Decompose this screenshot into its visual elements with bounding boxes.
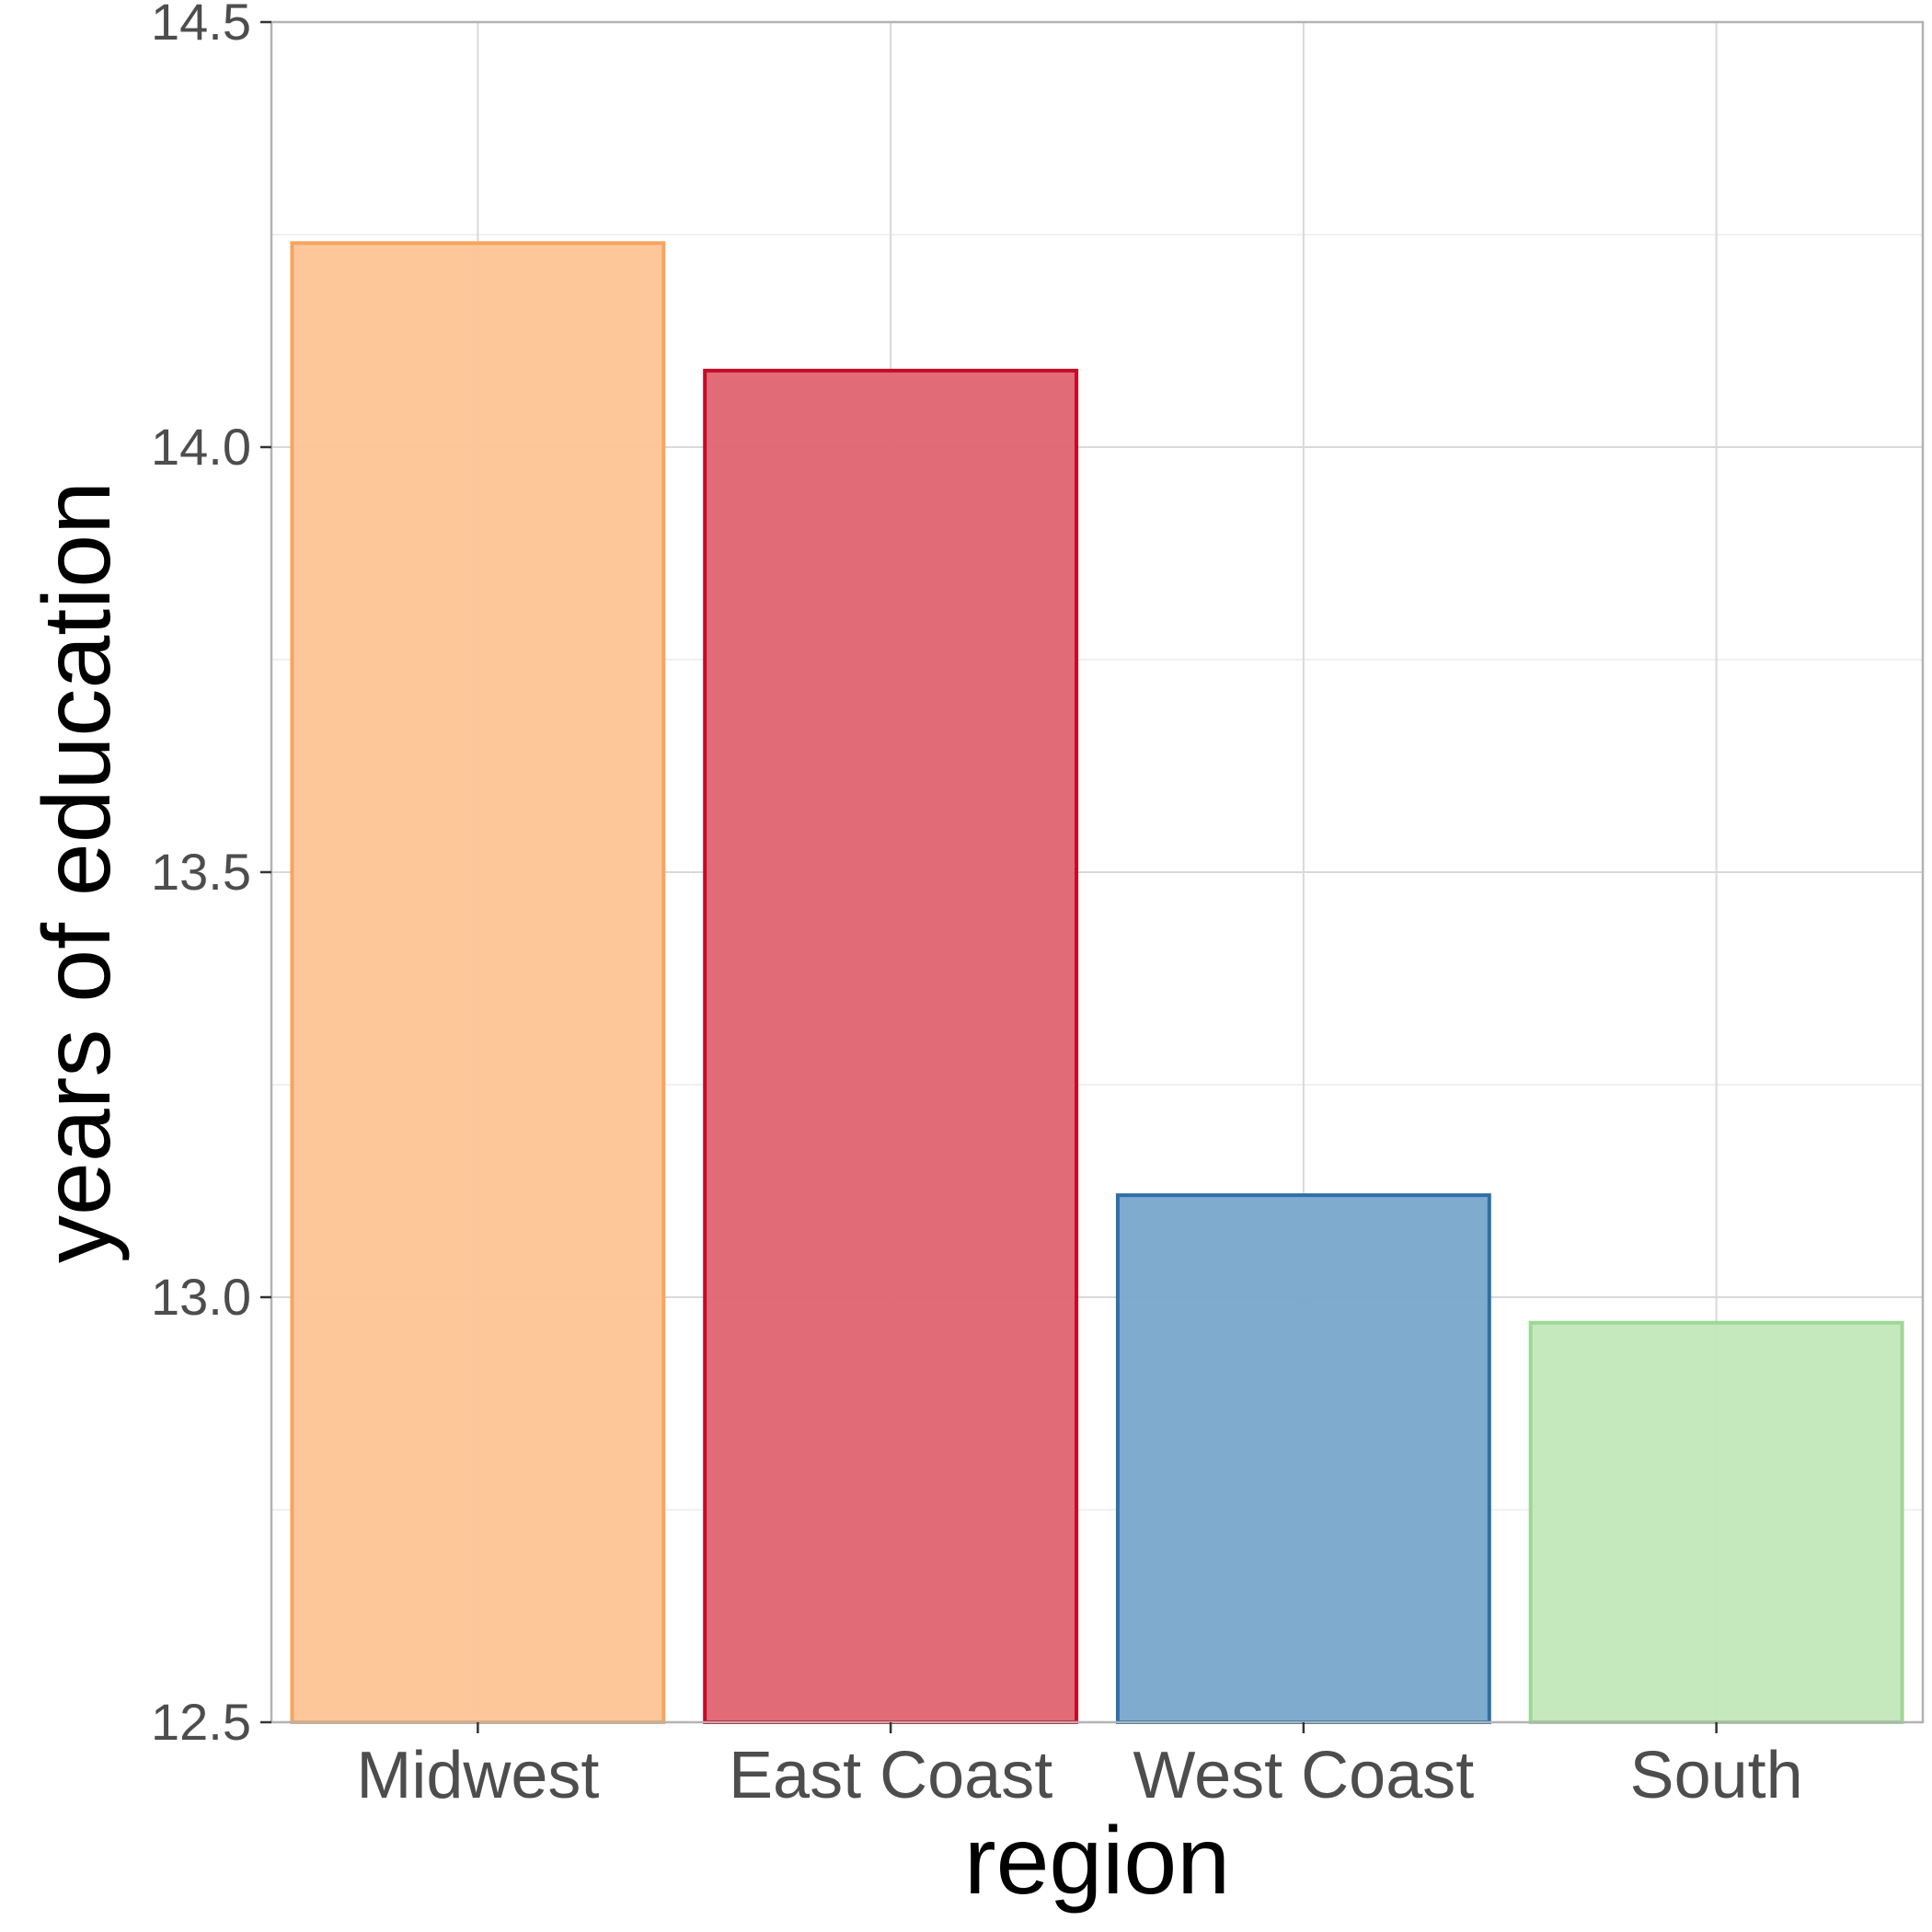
y-axis-title: years of education — [24, 481, 131, 1263]
y-tick-label: 13.5 — [151, 843, 251, 901]
bar-east-coast — [703, 368, 1079, 1725]
bar-west-coast — [1115, 1193, 1491, 1724]
y-tick-label: 14.5 — [151, 0, 251, 51]
y-axis-ticks: 12.5 13.0 13.5 14.0 14.5 — [151, 0, 271, 1751]
y-tick-label: 14.0 — [151, 418, 251, 476]
x-axis-title: region — [964, 1808, 1230, 1915]
bar-midwest — [290, 241, 666, 1724]
x-tick-label: Midwest — [356, 1739, 599, 1812]
bars — [290, 241, 1904, 1725]
x-tick-label: East Coast — [729, 1739, 1052, 1812]
y-tick-label: 13.0 — [151, 1268, 251, 1326]
x-axis-ticks: Midwest East Coast West Coast South — [356, 1722, 1803, 1812]
x-tick-label: South — [1630, 1739, 1803, 1812]
bar-south — [1528, 1320, 1904, 1724]
x-tick-label: West Coast — [1133, 1739, 1474, 1812]
y-tick-label: 12.5 — [151, 1693, 251, 1751]
